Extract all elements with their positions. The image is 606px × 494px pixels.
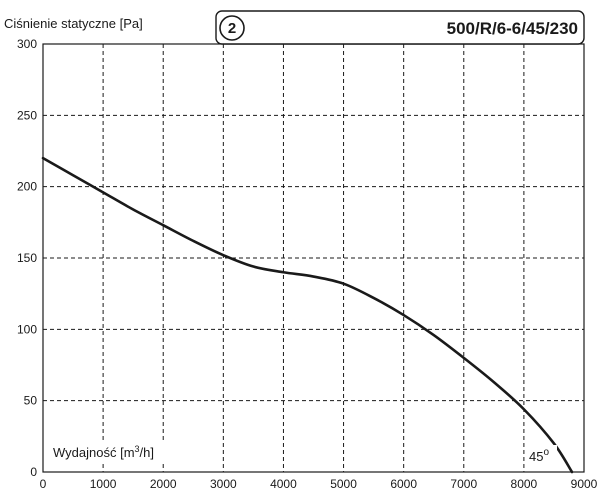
x-axis-label-unit: /h] <box>140 445 154 460</box>
x-tick-label: 1000 <box>90 477 117 491</box>
y-tick-label: 200 <box>17 180 37 194</box>
y-tick-label: 300 <box>17 37 37 51</box>
x-tick-label: 3000 <box>210 477 237 491</box>
grid <box>43 44 584 472</box>
x-tick-label: 7000 <box>450 477 477 491</box>
x-axis-label-main: Wydajność [m <box>53 445 135 460</box>
x-tick-label: 0 <box>40 477 47 491</box>
blade-angle-label: 45o <box>529 447 549 464</box>
x-tick-label: 8000 <box>511 477 538 491</box>
badge-circle <box>219 15 245 41</box>
header-box <box>215 10 585 45</box>
x-label-mask <box>52 440 204 462</box>
y-tick-label: 50 <box>24 394 38 408</box>
y-tick-label: 0 <box>30 465 37 479</box>
y-axis-label: Ciśnienie statyczne [Pa] <box>4 16 143 31</box>
x-axis-label-sup: 3 <box>135 444 140 454</box>
angle-mask <box>527 445 557 465</box>
x-tick-label: 5000 <box>330 477 357 491</box>
x-axis-label: Wydajność [m3/h] <box>53 444 154 460</box>
blade-angle-degree: o <box>543 447 549 458</box>
series <box>41 156 574 474</box>
fan-curve-line <box>41 156 574 474</box>
x-tick-label: 4000 <box>270 477 297 491</box>
y-tick-label: 250 <box>17 108 37 122</box>
blade-angle-value: 45 <box>529 449 543 464</box>
y-tick-label: 100 <box>17 322 37 336</box>
x-tick-label: 2000 <box>150 477 177 491</box>
fan-code: 500/R/6-6/45/230 <box>447 19 578 38</box>
x-tick-label: 6000 <box>390 477 417 491</box>
x-tick-label: 9000 <box>571 477 598 491</box>
badge-number: 2 <box>228 20 236 37</box>
plot-frame <box>42 43 585 473</box>
y-tick-label: 150 <box>17 251 37 265</box>
ticks: 0 1000 2000 3000 4000 5000 6000 7000 8000 9000 0 50… <box>17 37 598 491</box>
